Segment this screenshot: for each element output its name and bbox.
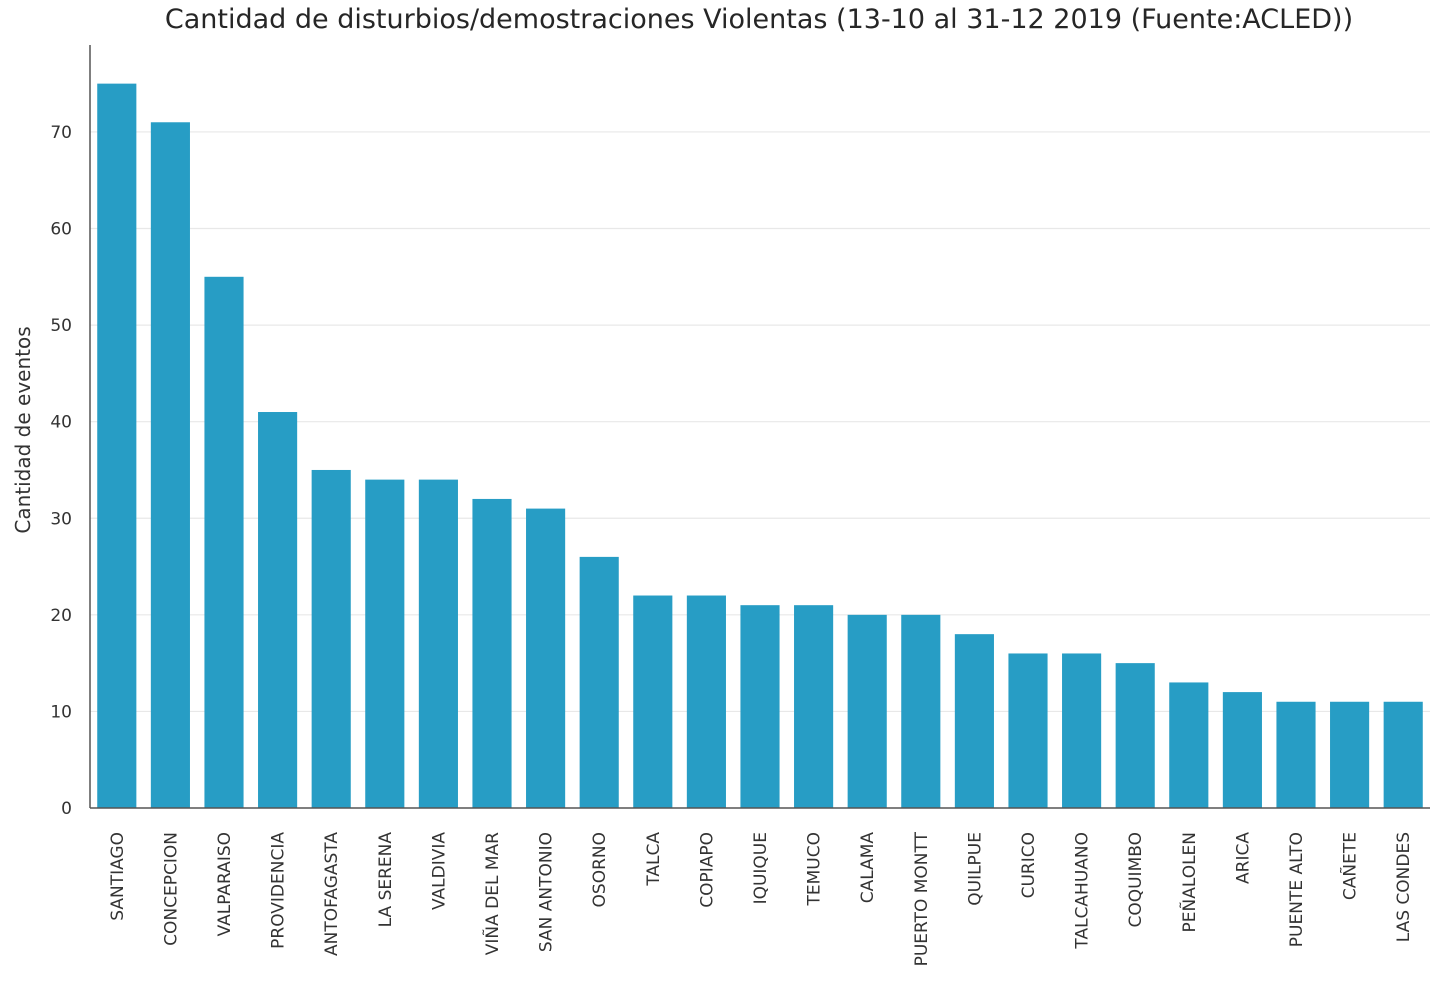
bar	[794, 605, 834, 808]
x-tick-label: ANTOFAGASTA	[322, 832, 342, 956]
bar	[633, 595, 673, 808]
bar	[311, 469, 351, 808]
x-tick-label: CAÑETE	[1339, 832, 1361, 900]
y-tick-label: 40	[50, 413, 72, 433]
x-tick-label: SANTIAGO	[108, 832, 128, 921]
bar	[1169, 682, 1209, 808]
x-tick-label: LA SERENA	[376, 832, 396, 928]
bar	[150, 122, 190, 809]
bar	[1115, 663, 1155, 808]
x-tick-label: TEMUCO	[805, 832, 825, 907]
x-tick-label: PEÑALOLEN	[1178, 832, 1200, 933]
x-tick-label: OSORNO	[590, 832, 610, 907]
bar	[365, 479, 405, 808]
x-tick-label: VALDIVIA	[429, 832, 449, 910]
bar	[1276, 701, 1316, 808]
x-tick-label: LAS CONDES	[1394, 832, 1414, 942]
bar	[954, 634, 994, 808]
y-tick-label: 60	[50, 220, 72, 240]
x-tick-label: QUILPUE	[965, 832, 985, 906]
bar	[1222, 692, 1262, 808]
bar	[1062, 653, 1102, 808]
y-tick-label: 20	[50, 606, 72, 626]
y-tick-label: 30	[50, 509, 72, 529]
chart-title: Cantidad de disturbios/demostraciones Vi…	[165, 4, 1353, 35]
x-axis-ticks: SANTIAGO CONCEPCION VALPARAISO PROVIDENCIA A…	[108, 831, 1414, 966]
bar	[97, 83, 137, 808]
x-tick-label: VALPARAISO	[215, 832, 235, 936]
x-tick-label: ARICA	[1233, 832, 1253, 884]
x-tick-label: SAN ANTONIO	[537, 832, 557, 952]
y-tick-label: 10	[50, 702, 72, 722]
bar	[686, 595, 726, 808]
bar	[526, 508, 566, 808]
bar	[1330, 701, 1370, 808]
bar	[258, 412, 298, 808]
bar	[1008, 653, 1048, 808]
bar	[901, 614, 941, 808]
x-tick-label: PUENTE ALTO	[1287, 832, 1307, 947]
x-tick-label: COQUIMBO	[1126, 832, 1146, 928]
bars	[97, 83, 1423, 809]
y-tick-label: 70	[50, 123, 72, 143]
bar	[847, 614, 887, 808]
x-tick-label: CALAMA	[858, 832, 878, 904]
bar	[204, 276, 244, 808]
x-tick-label: IQUIQUE	[751, 832, 771, 904]
x-tick-label: VIÑA DEL MAR	[481, 832, 503, 955]
bar	[1383, 701, 1423, 808]
x-tick-label: PUERTO MONTT	[912, 831, 932, 966]
bar	[472, 498, 512, 808]
x-tick-label: CURICO	[1019, 832, 1039, 898]
y-axis-ticks: 0 10 20 30 40 50 60 70	[50, 123, 72, 819]
x-tick-label: COPIAPO	[697, 832, 717, 908]
x-tick-label: PROVIDENCIA	[269, 832, 289, 949]
y-axis-label: Cantidad de eventos	[11, 326, 35, 533]
bar	[740, 605, 780, 808]
y-tick-label: 0	[61, 799, 72, 819]
bar	[418, 479, 458, 808]
x-tick-label: TALCA	[644, 832, 664, 887]
bar	[579, 556, 619, 808]
y-tick-label: 50	[50, 316, 72, 336]
x-tick-label: CONCEPCION	[161, 832, 181, 946]
x-tick-label: TALCAHUANO	[1073, 832, 1093, 950]
